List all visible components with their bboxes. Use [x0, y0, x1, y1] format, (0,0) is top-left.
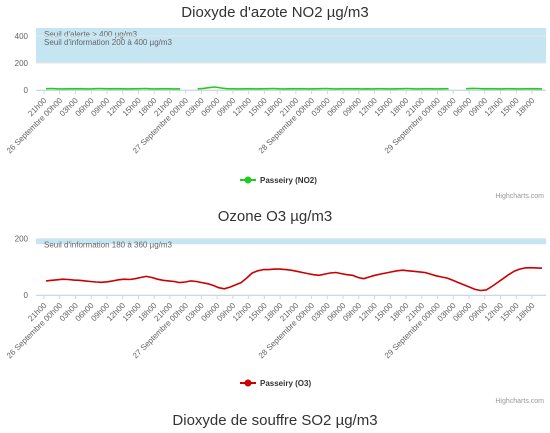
plot-band-label: Seuil d'alerte > 400 µg/m3 — [44, 30, 138, 39]
chart-no2: Dioxyde d'azote NO2 µg/m3 Seuil d'alerte… — [0, 0, 550, 205]
plot-band-label: Seuil d'information 180 à 360 µg/m3 — [44, 241, 173, 250]
plot-band — [36, 28, 546, 37]
series-line — [197, 86, 449, 90]
credits[interactable]: Highcharts.com — [495, 398, 544, 405]
y-tick-label: 200 — [15, 235, 29, 244]
series-line — [466, 87, 543, 90]
legend-marker — [244, 379, 252, 387]
plot-band — [36, 238, 546, 245]
credits[interactable]: Highcharts.com — [495, 193, 544, 200]
legend-item: Passeiry (NO2) — [260, 176, 317, 185]
y-tick-label: 400 — [15, 32, 29, 41]
plot-band — [36, 36, 546, 64]
plot-band-label: Seuil d'information 200 à 400 µg/m3 — [44, 38, 173, 47]
chart-o3: Ozone O3 µg/m3 Seuil d'information 180 à… — [0, 205, 550, 410]
chart-title: Dioxyde de souffre SO2 µg/m3 — [172, 412, 378, 429]
y-tick-label: 0 — [24, 86, 29, 95]
chart-o3-svg: Seuil d'information 180 à 360 µg/m302002… — [5, 235, 546, 388]
legend-marker — [244, 176, 252, 184]
chart-title: Ozone O3 µg/m3 — [217, 208, 333, 225]
y-tick-label: 200 — [15, 59, 29, 68]
chart-title: Dioxyde d'azote NO2 µg/m3 — [181, 4, 369, 21]
x-tick-label: 18h00 — [514, 96, 536, 118]
x-tick-label: 18h00 — [514, 301, 536, 323]
legend-item: Passeiry (O3) — [260, 379, 311, 388]
series-line — [45, 266, 543, 292]
y-tick-label: 0 — [24, 291, 29, 300]
